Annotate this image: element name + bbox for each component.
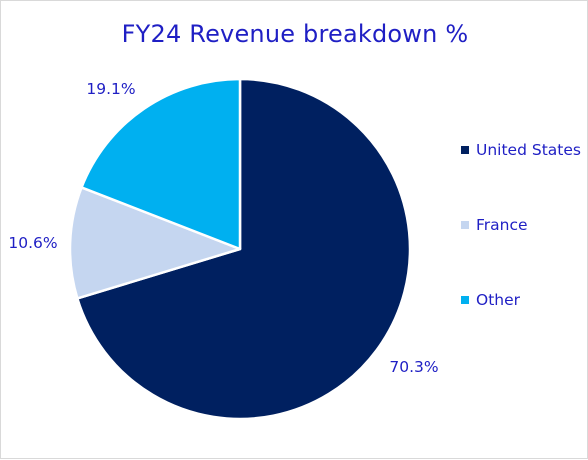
data-label-france: 10.6% [8,234,57,252]
legend-label-united-states: United States [476,141,581,159]
pie-slice-france [68,186,242,300]
pie-slice-united-states [76,77,412,421]
pie-slice-other [80,77,242,251]
legend-swatch-united-states [461,146,469,154]
chart-title: FY24 Revenue breakdown % [121,20,469,48]
legend-swatch-france [461,221,469,229]
legend-label-france: France [476,216,528,234]
data-label-united-states: 70.3% [389,358,438,376]
legend-item-other: Other [461,291,520,309]
legend-item-united-states: United States [461,141,581,159]
legend-swatch-other [461,296,469,304]
legend-label-other: Other [476,291,521,309]
data-label-other: 19.1% [86,80,135,98]
legend-item-france: France [461,216,528,234]
